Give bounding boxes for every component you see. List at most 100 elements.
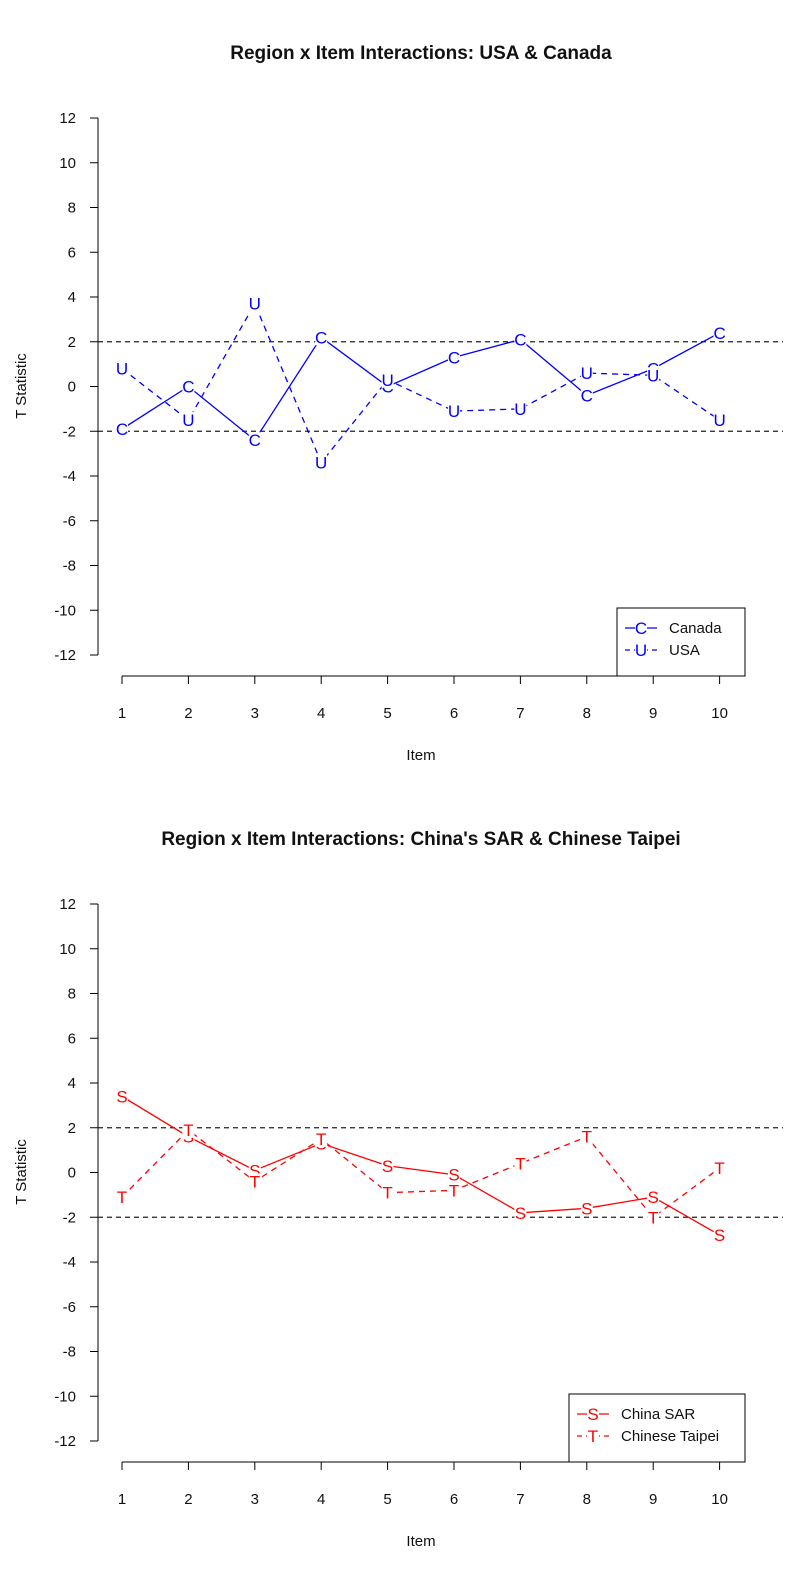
- y-tick-label: -12: [54, 647, 76, 664]
- marker-background: [448, 403, 460, 420]
- marker-background: [248, 1162, 261, 1179]
- marker-background: [381, 371, 394, 388]
- y-tick-label: 8: [68, 986, 76, 1003]
- marker-background: [315, 1130, 328, 1147]
- marker-background: [248, 1173, 261, 1190]
- data-point-chinese-taipei: T: [714, 1159, 724, 1178]
- data-point-canada: C: [182, 378, 194, 397]
- marker-background: [514, 400, 527, 417]
- y-tick-label: -10: [54, 1388, 76, 1405]
- marker-background: [647, 367, 660, 384]
- legend-marker: T: [588, 1427, 598, 1446]
- y-tick-label: 0: [68, 379, 76, 396]
- chart-usa-canada: Region x Item Interactions: USA & Canada…: [13, 43, 783, 764]
- marker-background: [448, 1166, 460, 1183]
- y-tick-label: 10: [59, 155, 76, 172]
- legend-label: China SAR: [621, 1406, 695, 1423]
- y-tick-label: -2: [63, 423, 76, 440]
- x-tick-label: 7: [516, 705, 524, 722]
- data-point-china-sar: S: [382, 1157, 393, 1176]
- series-line-china-sar: [121, 1095, 720, 1236]
- x-tick-label: 6: [450, 705, 458, 722]
- marker-background: [713, 1227, 726, 1244]
- x-tick-label: 3: [251, 1491, 259, 1508]
- legend-marker-background: [587, 1406, 599, 1422]
- marker-background: [381, 1157, 394, 1174]
- legend-label: Chinese Taipei: [621, 1428, 719, 1445]
- y-axis-label: T Statistic: [13, 353, 30, 419]
- x-tick-label: 4: [317, 705, 325, 722]
- x-tick-label: 5: [383, 1491, 391, 1508]
- y-tick-label: 2: [68, 334, 76, 351]
- y-tick-label: 8: [68, 200, 76, 217]
- marker-background: [182, 412, 195, 429]
- chart-panel-usa-canada: Region x Item Interactions: USA & Canada…: [0, 0, 785, 786]
- y-tick-label: 12: [59, 110, 76, 127]
- data-point-china-sar: S: [249, 1161, 260, 1180]
- marker-background: [647, 1209, 660, 1226]
- data-point-chinese-taipei: T: [117, 1188, 127, 1207]
- marker-background: [116, 1189, 128, 1206]
- y-tick-label: 2: [68, 1120, 76, 1137]
- y-tick-label: -8: [63, 558, 76, 575]
- marker-background: [448, 1182, 460, 1199]
- x-tick-label: 1: [118, 705, 126, 722]
- y-tick-label: -6: [63, 513, 76, 530]
- marker-background: [580, 365, 593, 382]
- series-line-usa: [121, 302, 720, 464]
- marker-background: [116, 1088, 128, 1105]
- marker-background: [448, 349, 460, 366]
- y-tick-label: 4: [68, 1075, 76, 1092]
- series-line-canada: [121, 332, 720, 442]
- marker-background: [713, 324, 726, 341]
- legend: S China SAR T Chinese Taipei: [568, 1393, 746, 1463]
- x-tick-label: 8: [583, 705, 591, 722]
- data-point-china-sar: S: [116, 1087, 127, 1106]
- legend-marker: S: [587, 1405, 598, 1424]
- data-point-usa: U: [116, 360, 128, 379]
- y-tick-label: 4: [68, 289, 76, 306]
- data-point-usa: U: [249, 295, 261, 314]
- marker-background: [248, 295, 261, 312]
- data-point-china-sar: S: [714, 1226, 725, 1245]
- marker-background: [116, 421, 128, 438]
- x-tick-label: 5: [383, 705, 391, 722]
- marker-background: [514, 1155, 527, 1172]
- data-point-chinese-taipei: T: [515, 1155, 525, 1174]
- data-point-usa: U: [381, 371, 393, 390]
- x-tick-label: 4: [317, 1491, 325, 1508]
- data-point-canada: C: [448, 348, 460, 367]
- chart-china-sar-chinese-taipei: Region x Item Interactions: China's SAR …: [13, 829, 783, 1550]
- data-point-chinese-taipei: T: [382, 1184, 392, 1203]
- x-tick-label: 2: [184, 1491, 192, 1508]
- marker-background: [182, 378, 195, 395]
- data-point-canada: C: [249, 431, 261, 450]
- data-point-usa: U: [514, 400, 526, 419]
- marker-background: [580, 387, 593, 404]
- marker-background: [580, 1200, 593, 1217]
- x-axis-label: Item: [406, 1533, 435, 1550]
- y-tick-label: -4: [63, 1254, 76, 1271]
- data-point-chinese-taipei: T: [648, 1208, 658, 1227]
- y-tick-label: 10: [59, 941, 76, 958]
- y-tick-label: -6: [63, 1299, 76, 1316]
- marker-background: [647, 1189, 660, 1206]
- data-point-usa: U: [448, 402, 460, 421]
- y-tick-label: 6: [68, 244, 76, 261]
- marker-background: [514, 1204, 527, 1221]
- chart-title: Region x Item Interactions: China's SAR …: [161, 829, 680, 850]
- data-point-canada: C: [116, 420, 128, 439]
- data-point-chinese-taipei: T: [250, 1172, 260, 1191]
- marker-background: [315, 329, 328, 346]
- data-point-chinese-taipei: T: [582, 1128, 592, 1147]
- data-point-canada: C: [713, 324, 725, 343]
- legend-marker: U: [635, 641, 647, 660]
- marker-background: [182, 1121, 195, 1138]
- x-axis-label: Item: [406, 747, 435, 764]
- marker-background: [713, 412, 726, 429]
- chart-panel-china-sar-chinese-taipei: Region x Item Interactions: China's SAR …: [0, 786, 785, 1572]
- y-axis-label: T Statistic: [13, 1139, 30, 1205]
- y-tick-label: -4: [63, 468, 76, 485]
- legend-marker-background: [635, 620, 647, 636]
- marker-background: [116, 360, 128, 377]
